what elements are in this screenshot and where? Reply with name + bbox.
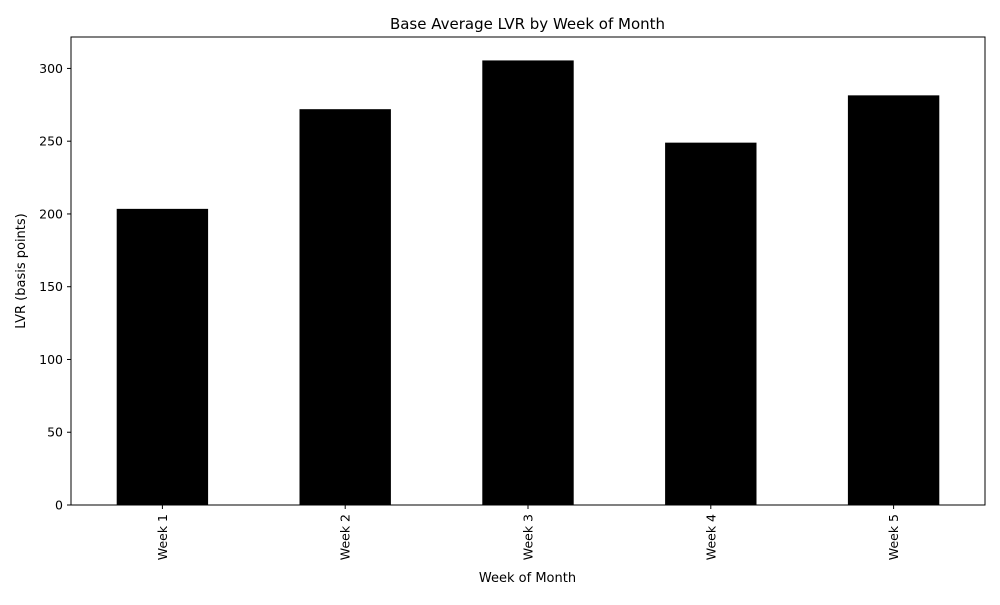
y-axis: 0 50 100 150 200 250 300 xyxy=(39,61,71,513)
x-axis-label: Week of Month xyxy=(479,571,576,586)
bar-week-5 xyxy=(847,95,940,505)
x-axis: Week 1 Week 2 Week 3 Week 4 Week 5 xyxy=(155,505,901,560)
x-tick-label: Week 2 xyxy=(338,514,353,560)
y-tick-label: 0 xyxy=(55,498,63,513)
bar-week-2 xyxy=(299,109,391,505)
x-tick-label: Week 3 xyxy=(521,514,536,560)
bar-week-3 xyxy=(482,60,574,505)
bar-week-4 xyxy=(665,142,757,506)
x-tick-label: Week 1 xyxy=(155,514,170,560)
y-axis-label: LVR (basis points) xyxy=(14,213,29,328)
x-tick-label: Week 5 xyxy=(886,514,901,560)
bars-group xyxy=(116,60,940,506)
y-tick-label: 200 xyxy=(39,206,63,221)
plot-frame xyxy=(70,36,986,506)
y-tick-label: 300 xyxy=(39,61,63,76)
chart-title: Base Average LVR by Week of Month xyxy=(390,15,665,33)
x-tick-label: Week 4 xyxy=(703,514,718,560)
bar-week-1 xyxy=(116,208,209,505)
y-tick-label: 150 xyxy=(39,279,63,294)
y-tick-label: 50 xyxy=(47,425,63,440)
y-tick-label: 100 xyxy=(39,352,63,367)
y-tick-label: 250 xyxy=(39,134,63,149)
